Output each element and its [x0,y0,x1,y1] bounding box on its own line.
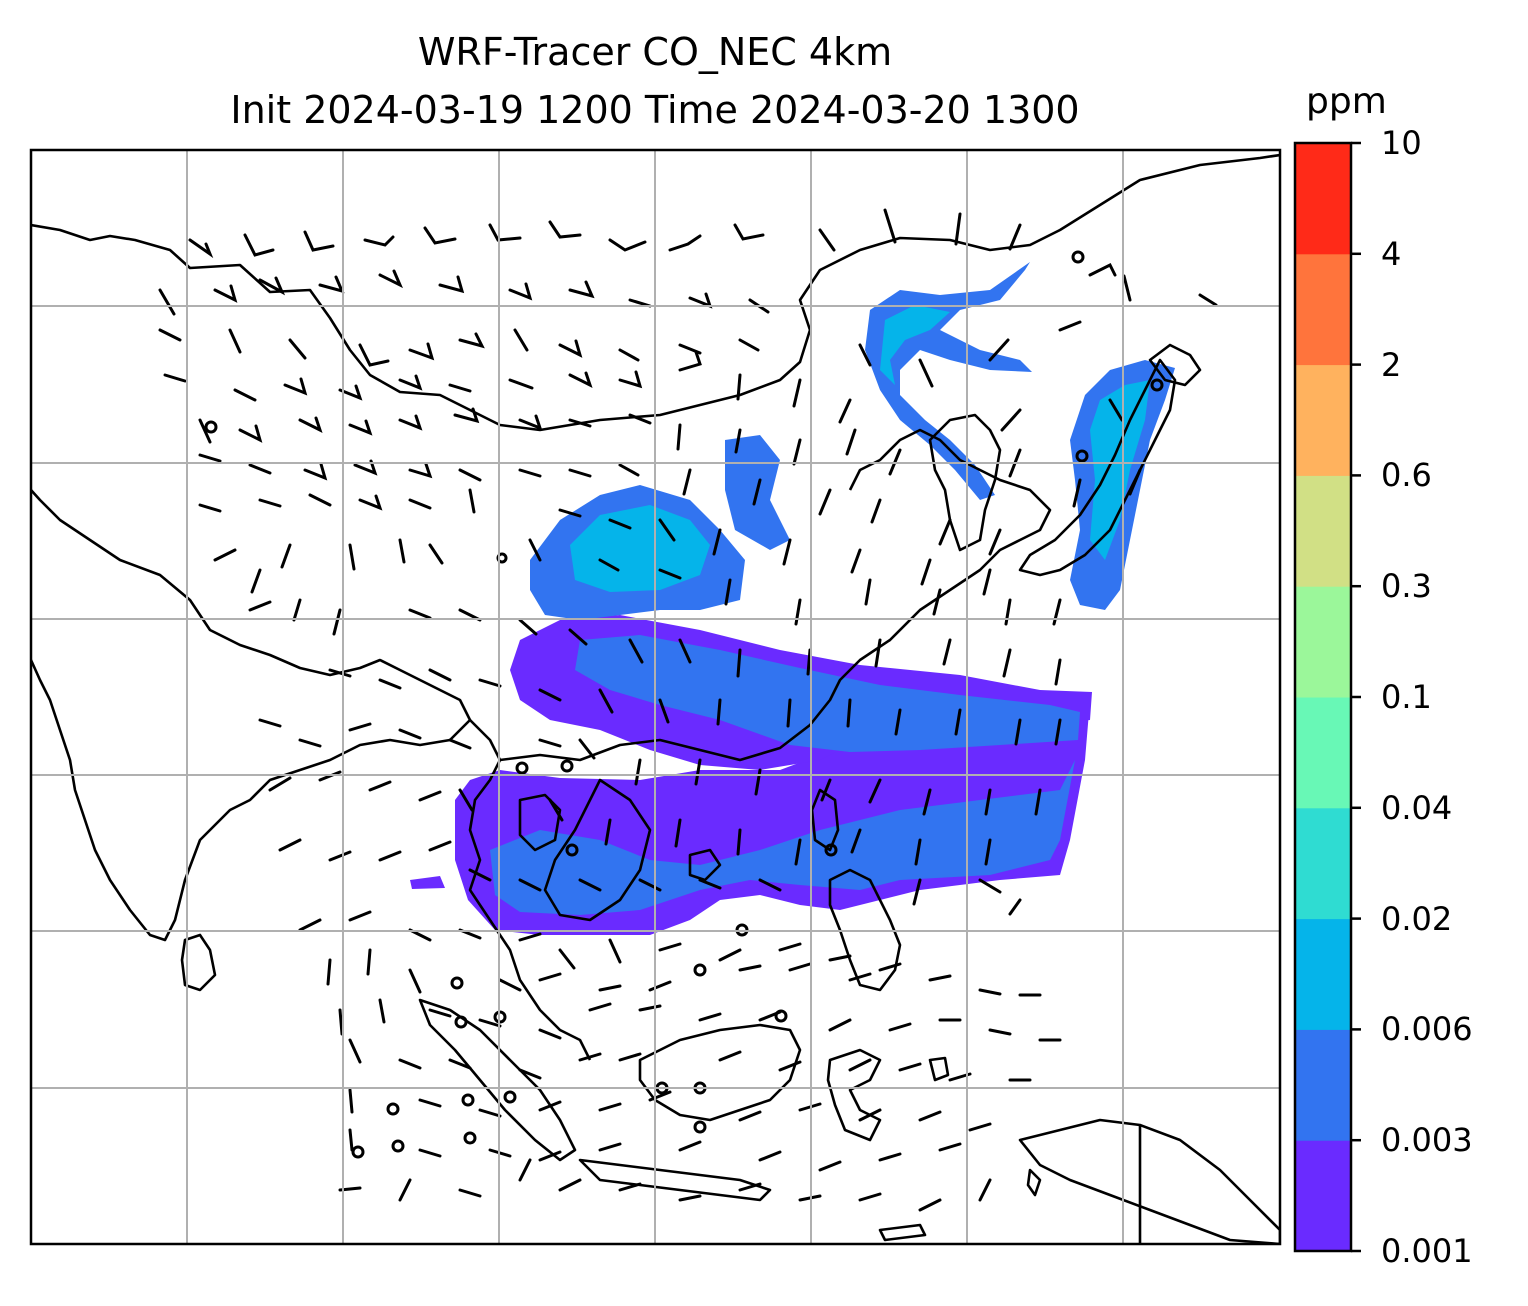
coastline-hokkaido [1148,343,1202,387]
coastline-gulf-thailand [518,793,562,852]
coastline-west-india [31,489,472,942]
colorbar [1293,141,1361,1253]
colorbar-segment [1295,1140,1351,1252]
coastline-hainan [688,848,722,882]
coastline-sri-lanka [180,933,217,992]
colorbar-tick-label: 0.006 [1381,1010,1473,1049]
coastline-china-east [499,428,1052,762]
coastline-korea [928,413,1002,552]
colorbar-segment [1295,1029,1351,1141]
plume-central-core [575,635,1080,752]
colorbar-tick-label: 0.3 [1381,567,1432,606]
tracer-plume [410,262,1175,935]
colorbar-tick-label: 0.04 [1381,788,1453,827]
coastline-new-guinea [1018,1118,1280,1244]
colorbar-segment [1295,475,1351,587]
colorbar-segment [1295,807,1351,920]
colorbar-segment [1295,143,1351,255]
plume-east-coast-core [1090,380,1150,560]
coastline-sumatra [418,998,577,1162]
coastline-java [578,1158,772,1202]
map-title-line2: Init 2024-03-19 1200 Time 2024-03-20 130… [230,88,1080,132]
colorbar-segment [1295,697,1351,809]
plume-northwest-core [570,505,710,592]
colorbar-segment [1295,253,1351,366]
coastlines [31,153,1280,1244]
colorbar-tick-label: 4 [1381,234,1402,273]
plume-northeast-loop-outer [865,262,1032,500]
coastline-north-border [31,153,1280,432]
colorbar-tick-label: 10 [1381,124,1422,162]
colorbar-tick-label: 0.003 [1381,1121,1473,1160]
map-title-line1: WRF-Tracer CO_NEC 4km [417,30,893,74]
coastline-vietnam [543,778,652,922]
colorbar-tick-label: 2 [1381,345,1402,384]
coastline-sulawesi [826,1048,882,1142]
coastline-indochina [468,719,592,1061]
map-frame [29,148,1282,1246]
coastline-japan [1018,358,1177,577]
map-panel [31,150,1280,1244]
colorbar-segment [1295,918,1351,1030]
colorbar-segment [1295,586,1351,698]
plume-northeast-loop-inner [880,305,950,385]
gridlines [31,150,1280,1244]
colorbar-tick-label: 0.1 [1381,678,1432,716]
colorbar-unit-label: ppm [1306,81,1387,122]
colorbar-segment [1295,364,1351,476]
coastline-small-island-3 [878,1223,927,1242]
plume-stray-patch [410,876,445,889]
coastline-small-island-2 [928,1056,950,1082]
colorbar-tick-label: 0.6 [1381,456,1432,495]
coastline-borneo [638,1023,802,1122]
colorbar-tick-label: 0.001 [1381,1232,1473,1270]
colorbar-tick-label: 0.02 [1381,899,1453,938]
coastline-small-island-1 [1026,1168,1042,1197]
